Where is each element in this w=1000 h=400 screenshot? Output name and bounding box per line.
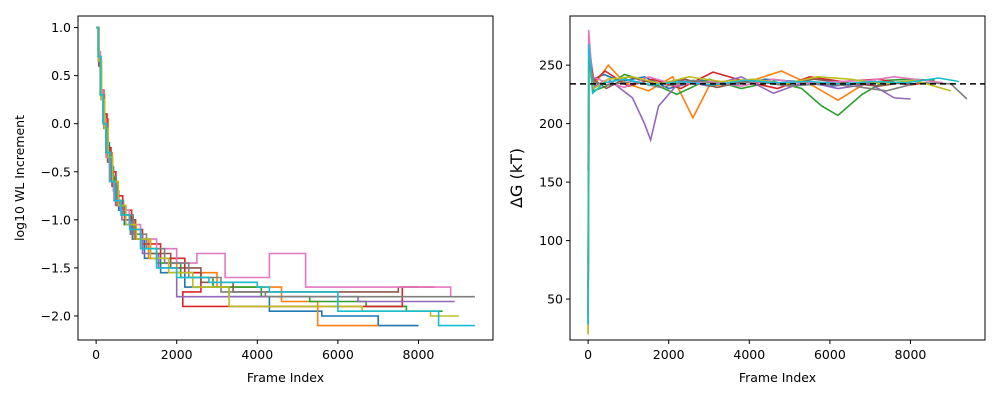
series-line-9 bbox=[96, 26, 459, 317]
series-line-7 bbox=[587, 29, 943, 276]
series-line-2 bbox=[96, 26, 379, 327]
left-x-axis-label: Frame Index bbox=[247, 370, 324, 385]
x-tick-label: 2000 bbox=[653, 347, 685, 362]
y-tick-label: 50 bbox=[547, 292, 563, 307]
right-axes-frame bbox=[569, 15, 986, 341]
y-tick-label: −2.0 bbox=[41, 308, 71, 323]
series-line-5 bbox=[96, 26, 455, 303]
x-tick-label: 0 bbox=[584, 347, 592, 362]
x-tick-label: 8000 bbox=[895, 347, 927, 362]
series-line-8 bbox=[587, 53, 968, 265]
y-tick-label: 0.0 bbox=[51, 116, 71, 131]
series-line-8 bbox=[96, 26, 475, 298]
y-tick-label: 1.0 bbox=[51, 20, 71, 35]
right-y-ticks: 50 100 150 200 250 bbox=[539, 58, 570, 307]
right-series-layer bbox=[587, 29, 968, 335]
left-x-ticks: 0 2000 4000 6000 8000 bbox=[92, 340, 434, 362]
right-x-ticks: 0 2000 4000 6000 8000 bbox=[584, 340, 926, 362]
x-tick-label: 6000 bbox=[814, 347, 846, 362]
y-tick-label: 0.5 bbox=[51, 68, 71, 83]
left-axes-frame bbox=[77, 15, 494, 341]
series-line-4 bbox=[96, 26, 435, 308]
y-tick-label: −1.0 bbox=[41, 212, 71, 227]
x-tick-label: 6000 bbox=[322, 347, 354, 362]
series-line-1 bbox=[96, 26, 419, 327]
y-tick-label: −0.5 bbox=[41, 164, 71, 179]
series-line-9 bbox=[587, 70, 952, 335]
right-x-axis-label: Frame Index bbox=[739, 370, 816, 385]
y-tick-label: 200 bbox=[539, 116, 563, 131]
left-chart: 0 2000 4000 6000 8000 1.0 0.5 0.0 −0.5 −1.0 −1.5 −… bbox=[12, 15, 494, 385]
y-tick-label: −1.5 bbox=[41, 260, 71, 275]
y-tick-label: 150 bbox=[539, 175, 563, 190]
series-line-10 bbox=[96, 26, 475, 327]
x-tick-label: 0 bbox=[92, 347, 100, 362]
x-tick-label: 2000 bbox=[161, 347, 193, 362]
y-tick-label: 250 bbox=[539, 58, 563, 73]
left-y-axis-label: log10 WL Increment bbox=[12, 115, 27, 241]
x-tick-label: 4000 bbox=[733, 347, 765, 362]
left-series-layer bbox=[96, 26, 475, 327]
y-tick-label: 100 bbox=[539, 233, 563, 248]
right-y-axis-label: ΔG (kT) bbox=[507, 148, 526, 208]
right-chart: 0 2000 4000 6000 8000 50 100 150 200 250 Frame I… bbox=[507, 15, 986, 385]
series-line-10 bbox=[587, 44, 959, 325]
series-line-2 bbox=[587, 50, 871, 335]
x-tick-label: 8000 bbox=[403, 347, 435, 362]
left-y-ticks: 1.0 0.5 0.0 −0.5 −1.0 −1.5 −2.0 bbox=[41, 20, 78, 323]
series-line-3 bbox=[587, 55, 935, 317]
x-tick-label: 4000 bbox=[241, 347, 273, 362]
